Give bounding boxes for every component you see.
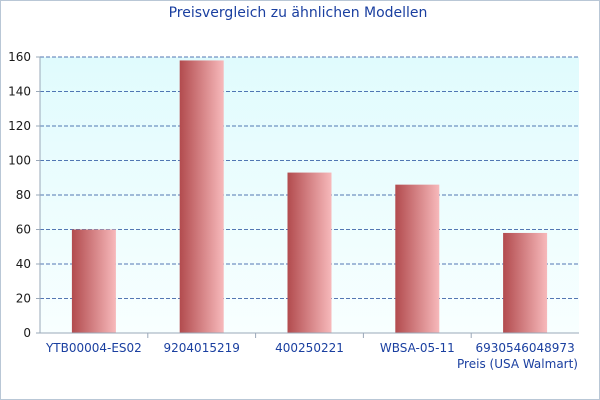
chart-title: Preisvergleich zu ähnlichen Modellen	[169, 5, 428, 21]
y-tick-label: 160	[8, 50, 31, 64]
y-tick-label: 40	[16, 257, 31, 271]
y-tick-label: 0	[23, 326, 31, 340]
y-tick-label: 100	[8, 154, 31, 168]
y-axis-ticks: 0 20 40 60 80 100 120 140 160	[8, 50, 40, 340]
y-tick-label: 20	[16, 292, 31, 306]
x-category-label: 6930546048973	[475, 341, 574, 355]
y-tick-label: 60	[16, 223, 31, 237]
y-tick-label: 80	[16, 188, 31, 202]
bar-5	[503, 232, 548, 333]
bar-1	[71, 229, 116, 333]
x-axis-categories: YTB00004-ES02 9204015219 400250221 WBSA-05-…	[45, 333, 575, 355]
x-category-label: YTB00004-ES02	[45, 341, 142, 355]
x-category-label: 9204015219	[164, 341, 240, 355]
x-category-label: WBSA-05-11	[380, 341, 455, 355]
bar-2	[179, 60, 224, 333]
x-category-label: 400250221	[275, 341, 344, 355]
bar-4	[395, 184, 440, 333]
y-tick-label: 120	[8, 119, 31, 133]
bars	[71, 60, 548, 333]
y-tick-label: 140	[8, 85, 31, 99]
x-axis-label: Preis (USA Walmart)	[457, 357, 578, 371]
bar-3	[287, 172, 332, 333]
